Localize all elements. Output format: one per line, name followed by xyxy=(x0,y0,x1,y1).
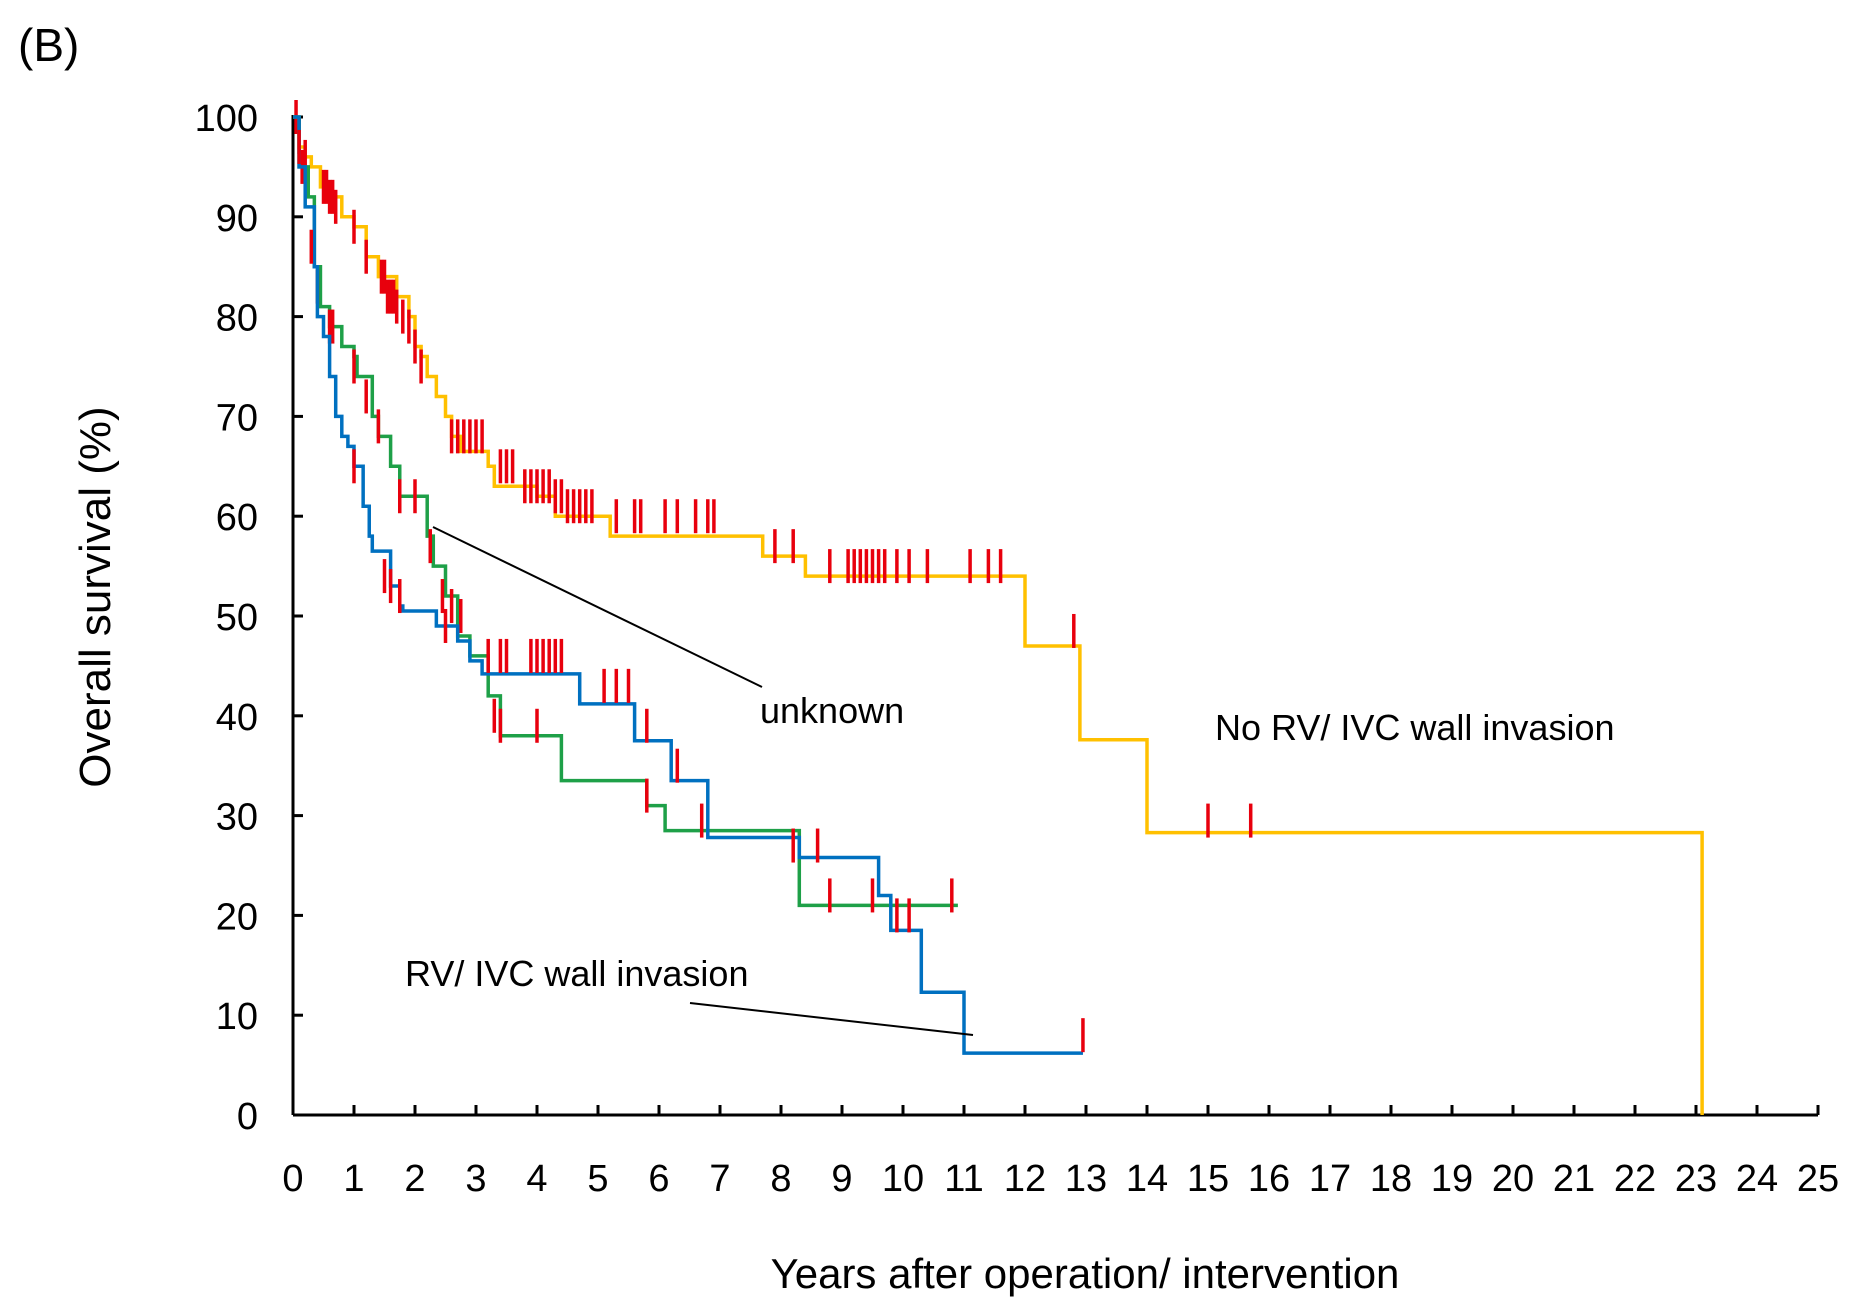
x-tick-label: 12 xyxy=(1004,1158,1046,1200)
series-rv-ivc-wall-invasion xyxy=(293,115,1085,1055)
x-tick-label: 0 xyxy=(282,1158,303,1200)
x-tick-label: 13 xyxy=(1065,1158,1107,1200)
x-axis-label: Years after operation/ intervention xyxy=(771,1250,1400,1297)
x-tick-label: 20 xyxy=(1492,1158,1534,1200)
y-tick-label: 70 xyxy=(216,397,258,439)
x-tick-label: 18 xyxy=(1370,1158,1412,1200)
x-tick-label: 7 xyxy=(709,1158,730,1200)
y-tick-label: 30 xyxy=(216,797,258,839)
x-tick-label: 21 xyxy=(1553,1158,1595,1200)
x-tick-label: 15 xyxy=(1187,1158,1229,1200)
x-tick-label: 4 xyxy=(526,1158,547,1200)
y-tick-label: 90 xyxy=(216,198,258,240)
x-tick-label: 19 xyxy=(1431,1158,1473,1200)
x-tick-label: 9 xyxy=(831,1158,852,1200)
y-tick-label: 20 xyxy=(216,896,258,938)
x-tick-label: 1 xyxy=(343,1158,364,1200)
annotation-layer: unknown No RV/ IVC wall invasion RV/ IVC w… xyxy=(405,526,1615,1036)
x-tick-label: 10 xyxy=(882,1158,924,1200)
annotation-label: unknown xyxy=(760,690,904,731)
annotation-label: No RV/ IVC wall invasion xyxy=(1215,707,1615,748)
y-tick-label: 50 xyxy=(216,597,258,639)
annotation-leader-line xyxy=(432,526,763,688)
survival-curve xyxy=(293,115,1083,1055)
x-tick-label: 11 xyxy=(944,1158,983,1200)
x-tick-label: 5 xyxy=(587,1158,608,1200)
y-tick-label: 60 xyxy=(216,497,258,539)
y-tick-label: 80 xyxy=(216,298,258,340)
y-axis-label: Overall survival (%) xyxy=(71,406,120,787)
x-tick-label: 24 xyxy=(1736,1158,1778,1200)
annotation-leader-line xyxy=(689,1002,974,1036)
series-no-rv-ivc-wall-invasion xyxy=(293,100,1704,1115)
series-unknown xyxy=(293,115,958,913)
x-tick-label: 16 xyxy=(1248,1158,1290,1200)
annotation-label: RV/ IVC wall invasion xyxy=(405,953,748,994)
series-layer xyxy=(293,100,1704,1115)
y-tick-label: 0 xyxy=(237,1096,258,1138)
x-tick-label: 2 xyxy=(404,1158,425,1200)
x-tick-label: 3 xyxy=(465,1158,486,1200)
survival-curve xyxy=(293,115,958,908)
y-tick-label: 10 xyxy=(216,996,258,1038)
x-tick-label: 25 xyxy=(1797,1158,1839,1200)
panel-label: (B) xyxy=(18,19,80,71)
y-tick-label: 40 xyxy=(216,697,258,739)
x-tick-label: 8 xyxy=(770,1158,791,1200)
y-tick-label: 100 xyxy=(195,98,258,140)
x-tick-label: 6 xyxy=(648,1158,669,1200)
x-tick-label: 17 xyxy=(1309,1158,1351,1200)
x-tick-label: 14 xyxy=(1126,1158,1168,1200)
x-tick-label: 22 xyxy=(1614,1158,1656,1200)
x-tick-label: 23 xyxy=(1675,1158,1717,1200)
